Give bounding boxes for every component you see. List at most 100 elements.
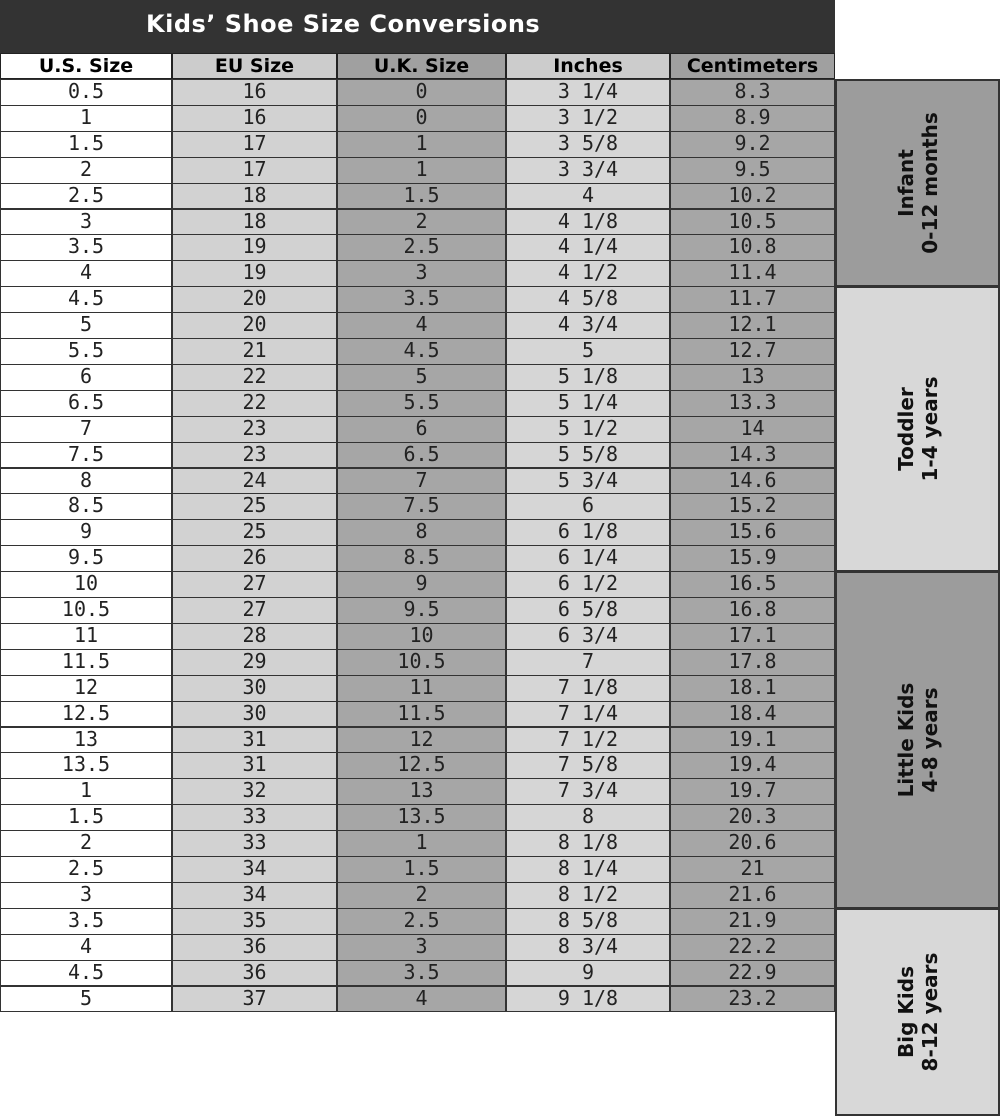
table-cell: 33 [172,830,337,857]
table-cell: 13 [670,363,835,391]
table-cell: 30 [172,700,337,728]
table-cell: 4.5 [0,286,172,314]
age-group-label: Toddler 1-4 years [894,377,942,482]
table-cell: 13 [337,778,506,806]
age-group-label: Big Kids 8-12 years [894,952,942,1071]
table-cell: 9 [337,571,506,598]
table-cell: 7 5/8 [506,752,670,780]
table-cell: 2.5 [337,234,506,262]
table-cell: 23 [172,441,337,469]
table-cell: 13.3 [670,389,835,417]
table-cell: 12.7 [670,338,835,365]
table-cell: 9.5 [670,156,835,184]
table-cell: 18.1 [670,674,835,702]
table-cell: 4.5 [337,338,506,365]
table-cell: 11.5 [337,700,506,728]
table-cell: 8.5 [337,545,506,573]
table-cell: 34 [172,856,337,883]
table-cell: 23.2 [670,985,835,1013]
table-cell: 8.9 [670,104,835,132]
table-cell: 25 [172,493,337,521]
table-cell: 5 [0,312,172,339]
table-cell: 5 1/8 [506,363,670,391]
table-cell: 6 [0,363,172,391]
group-age: 0-12 months [917,112,942,254]
table-cell: 16 [172,79,337,106]
table-cell: 24 [172,467,337,495]
table-cell: 8.5 [0,493,172,521]
table-cell: 8 5/8 [506,907,670,935]
table-cell: 20.6 [670,830,835,857]
table-cell: 0 [337,104,506,132]
table-cell: 3 [337,933,506,961]
table-cell: 3 1/2 [506,104,670,132]
table-cell: 5 1/2 [506,415,670,443]
table-cell: 14.3 [670,441,835,469]
table-cell: 11.5 [0,648,172,676]
table-cell: 17 [172,130,337,158]
table-cell: 18 [172,182,337,210]
table-cell: 14.6 [670,467,835,495]
table-cell: 20 [172,312,337,339]
column-header: Inches [506,53,670,79]
table-cell: 0 [337,79,506,106]
table-cell: 4 3/4 [506,312,670,339]
table-cell: 37 [172,985,337,1013]
table-cell: 4 1/4 [506,234,670,262]
table-cell: 15.6 [670,519,835,547]
table-cell: 20.3 [670,804,835,832]
table-cell: 19 [172,260,337,288]
table-cell: 9 1/8 [506,985,670,1013]
table-cell: 30 [172,674,337,702]
table-cell: 3 [0,208,172,236]
table-cell: 5 3/4 [506,467,670,495]
table-cell: 19.1 [670,726,835,754]
table-cell: 11.7 [670,286,835,314]
table-cell: 22.9 [670,959,835,987]
table-cell: 21.6 [670,881,835,909]
table-cell: 7 [337,467,506,495]
age-group-1: Toddler 1-4 years [835,286,1000,573]
table-cell: 10.5 [337,648,506,676]
table-cell: 21.9 [670,907,835,935]
table-cell: 3.5 [0,907,172,935]
table-cell: 6 3/4 [506,622,670,650]
table-cell: 5 [0,985,172,1013]
table-cell: 12 [0,674,172,702]
table-cell: 19.7 [670,778,835,806]
table-cell: 3 [337,260,506,288]
table-cell: 14 [670,415,835,443]
table-cell: 19.4 [670,752,835,780]
group-name: Infant [893,149,918,217]
table-cell: 36 [172,959,337,987]
table-cell: 8.3 [670,79,835,106]
table-cell: 16.5 [670,571,835,598]
table-cell: 21 [670,856,835,883]
table-cell: 33 [172,804,337,832]
table-cell: 7.5 [0,441,172,469]
table-cell: 1 [337,830,506,857]
table-cell: 1 [337,130,506,158]
table-cell: 7 1/8 [506,674,670,702]
column-header: U.S. Size [0,53,172,79]
table-cell: 21 [172,338,337,365]
table-cell: 34 [172,881,337,909]
table-cell: 27 [172,571,337,598]
table-cell: 17.8 [670,648,835,676]
table-cell: 18 [172,208,337,236]
table-cell: 2 [337,881,506,909]
table-cell: 4 [0,933,172,961]
table-cell: 26 [172,545,337,573]
table-cell: 12.5 [0,700,172,728]
table-cell: 4 [506,182,670,210]
table-cell: 10 [337,622,506,650]
table-cell: 4.5 [0,959,172,987]
table-cell: 8 1/8 [506,830,670,857]
table-cell: 4 5/8 [506,286,670,314]
table-cell: 31 [172,726,337,754]
table-cell: 4 1/2 [506,260,670,288]
table-cell: 7 [506,648,670,676]
table-cell: 22.2 [670,933,835,961]
table-cell: 5.5 [337,389,506,417]
table-cell: 6 5/8 [506,597,670,624]
